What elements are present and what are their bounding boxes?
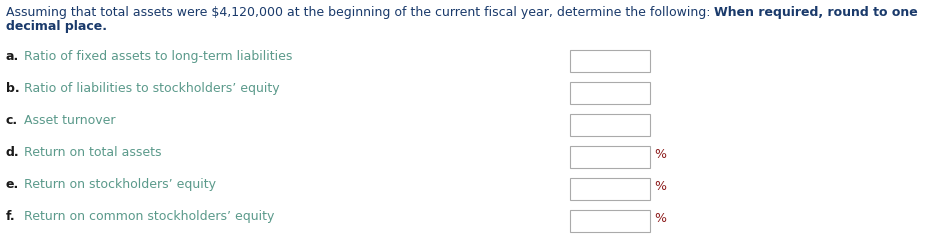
Text: Return on common stockholders’ equity: Return on common stockholders’ equity: [24, 210, 274, 223]
Bar: [569, 178, 649, 200]
Bar: [569, 210, 649, 232]
Text: b.: b.: [6, 82, 19, 95]
Bar: [569, 114, 649, 136]
Bar: [569, 50, 649, 72]
Bar: [569, 146, 649, 168]
Text: f.: f.: [6, 210, 16, 223]
Text: Assuming that total assets were $4,120,000 at the beginning of the current fisca: Assuming that total assets were $4,120,0…: [6, 6, 714, 19]
Text: a.: a.: [6, 50, 19, 63]
Text: %: %: [654, 212, 666, 225]
Text: %: %: [654, 180, 666, 193]
Text: decimal place.: decimal place.: [6, 20, 107, 33]
Text: d.: d.: [6, 146, 19, 159]
Text: e.: e.: [6, 178, 19, 191]
Text: Return on total assets: Return on total assets: [24, 146, 161, 159]
Text: Return on stockholders’ equity: Return on stockholders’ equity: [24, 178, 216, 191]
Text: Ratio of fixed assets to long-term liabilities: Ratio of fixed assets to long-term liabi…: [24, 50, 292, 63]
Text: When required, round to one: When required, round to one: [714, 6, 917, 19]
Text: c.: c.: [6, 114, 19, 127]
Text: Asset turnover: Asset turnover: [24, 114, 115, 127]
Text: Ratio of liabilities to stockholders’ equity: Ratio of liabilities to stockholders’ eq…: [24, 82, 279, 95]
Text: %: %: [654, 148, 666, 161]
Bar: [569, 82, 649, 104]
